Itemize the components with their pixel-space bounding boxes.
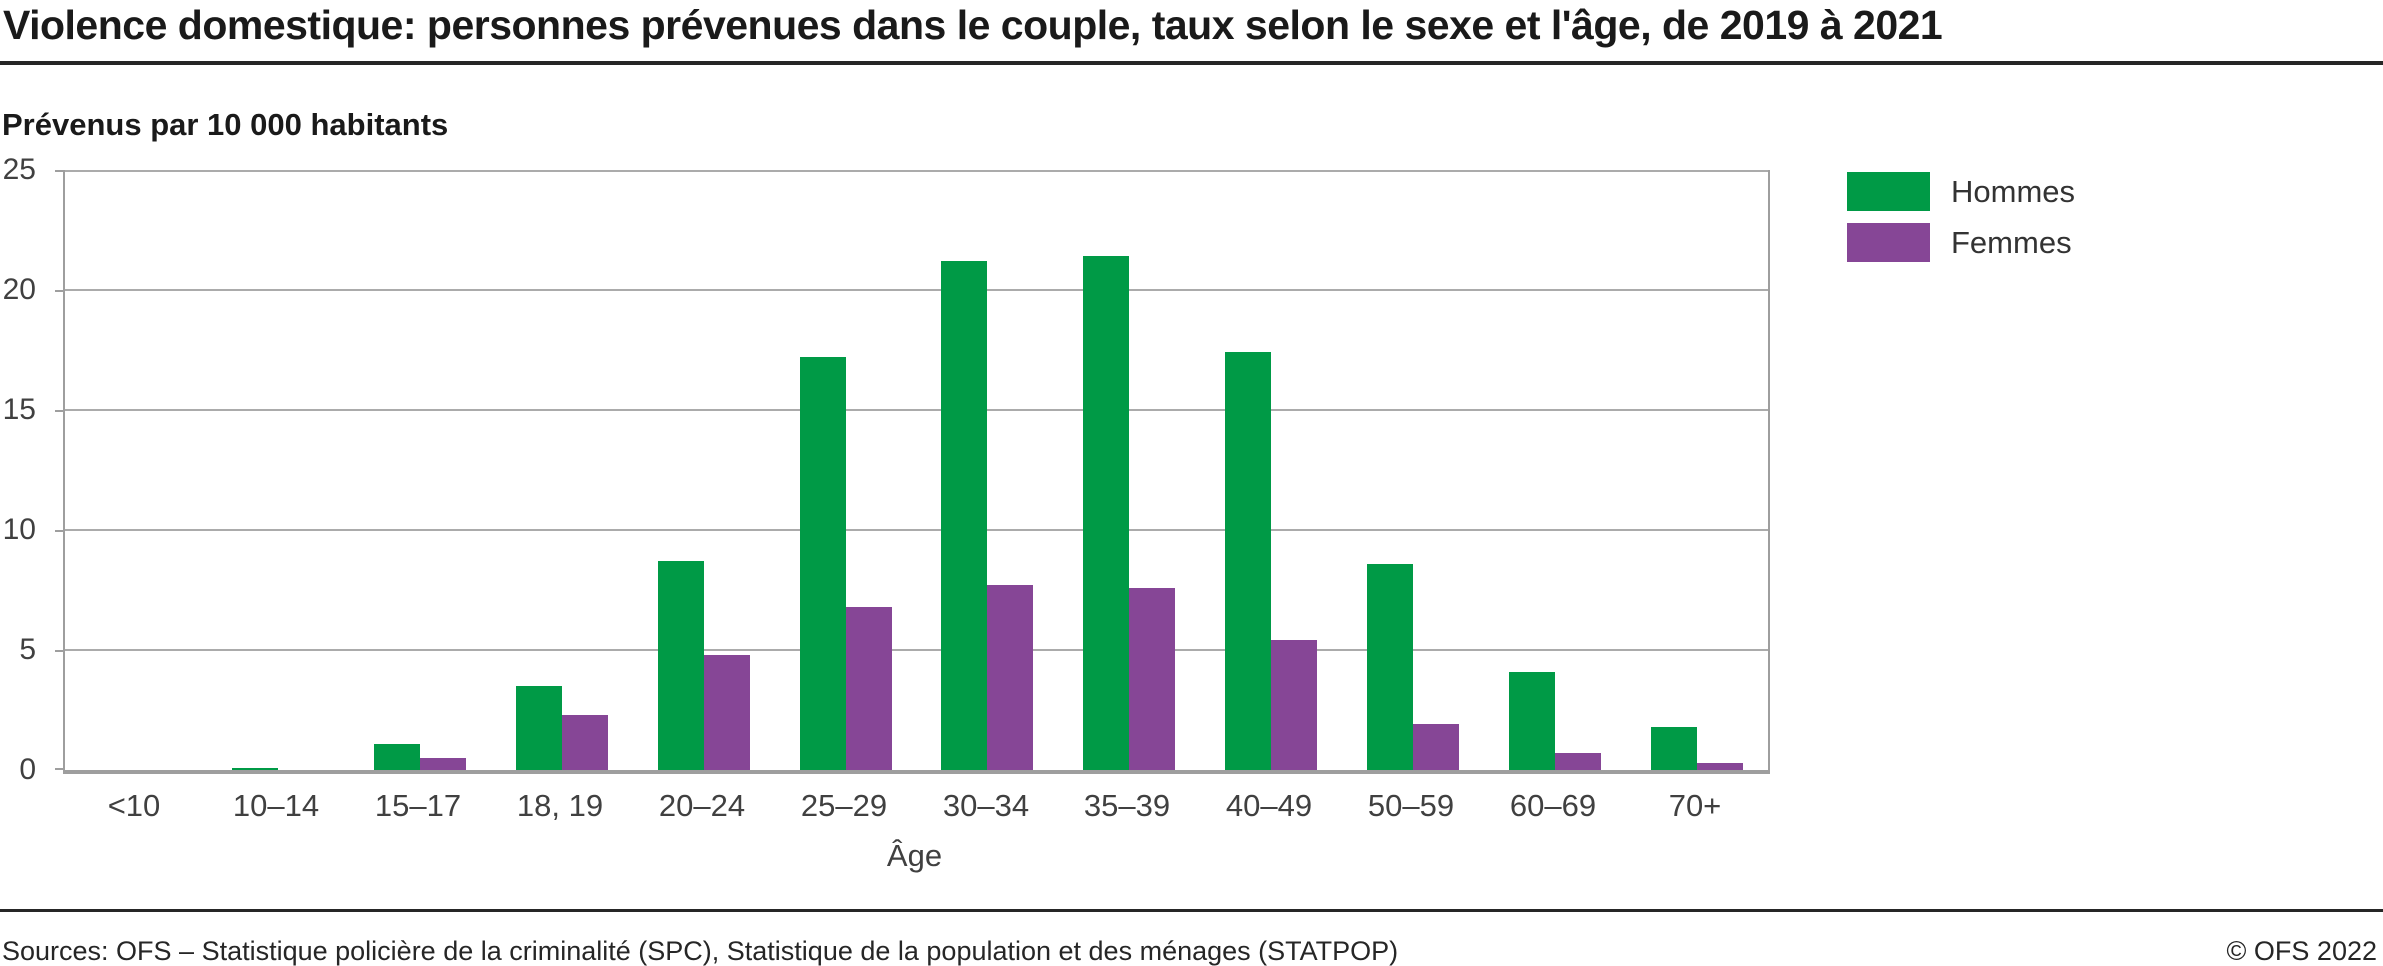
x-tick-label-6: 30–34 bbox=[942, 788, 1030, 823]
y-tick-mark-5 bbox=[55, 650, 65, 652]
y-tick-label-5: 5 bbox=[19, 633, 36, 666]
bar-hommes-4 bbox=[658, 561, 704, 770]
bar-hommes-9 bbox=[1367, 564, 1413, 770]
y-axis-unit-label: Prévenus par 10 000 habitants bbox=[2, 107, 449, 142]
x-axis-title: Âge bbox=[886, 838, 943, 873]
x-tick-label-0: <10 bbox=[107, 788, 161, 823]
bar-femmes-4 bbox=[704, 655, 750, 770]
y-tick-mark-0 bbox=[55, 768, 65, 770]
x-tick-label-5: 25–29 bbox=[800, 788, 888, 823]
femmes-color-swatch bbox=[1847, 223, 1930, 262]
bar-femmes-8 bbox=[1271, 640, 1317, 770]
legend-label-femmes: Femmes bbox=[1951, 225, 2072, 260]
footer-copyright: © OFS 2022 bbox=[2226, 936, 2377, 966]
bar-femmes-10 bbox=[1555, 753, 1601, 770]
bar-hommes-7 bbox=[1083, 256, 1129, 770]
y-tick-mark-10 bbox=[55, 530, 65, 532]
bar-hommes-5 bbox=[800, 357, 846, 770]
bar-femmes-5 bbox=[846, 607, 892, 770]
x-tick-label-7: 35–39 bbox=[1083, 788, 1171, 823]
x-tick-label-4: 20–24 bbox=[658, 788, 746, 823]
x-tick-label-10: 60–69 bbox=[1509, 788, 1597, 823]
x-tick-label-9: 50–59 bbox=[1367, 788, 1455, 823]
bar-chart-plot bbox=[55, 170, 1770, 774]
x-axis-tick-labels: <10 10–14 15–17 18, 19 20–24 25–29 30–34 35–39 4… bbox=[63, 788, 1766, 824]
bar-hommes-10 bbox=[1509, 672, 1555, 770]
gridline-25 bbox=[65, 170, 1768, 172]
bar-hommes-8 bbox=[1225, 352, 1271, 770]
y-tick-label-10: 10 bbox=[2, 513, 36, 546]
bar-femmes-6 bbox=[987, 585, 1033, 770]
y-tick-mark-15 bbox=[55, 410, 65, 412]
chart-legend: Hommes Femmes bbox=[1847, 172, 2075, 274]
legend-item-hommes: Hommes bbox=[1847, 172, 2075, 211]
bar-hommes-2 bbox=[374, 744, 420, 770]
footer-sources: Sources: OFS – Statistique policière de … bbox=[2, 936, 1399, 966]
legend-item-femmes: Femmes bbox=[1847, 223, 2075, 262]
bar-femmes-7 bbox=[1129, 588, 1175, 770]
gridline-15 bbox=[65, 409, 1768, 411]
y-axis-tick-labels: 0 5 10 15 20 25 bbox=[0, 155, 36, 785]
hommes-color-swatch bbox=[1847, 172, 1930, 211]
bar-hommes-6 bbox=[941, 261, 987, 770]
gridline-10 bbox=[65, 529, 1768, 531]
bar-femmes-9 bbox=[1413, 724, 1459, 770]
y-tick-label-20: 20 bbox=[2, 273, 36, 306]
y-tick-label-15: 15 bbox=[2, 393, 36, 426]
y-tick-label-0: 0 bbox=[19, 753, 36, 786]
legend-label-hommes: Hommes bbox=[1951, 174, 2076, 209]
x-tick-label-11: 70+ bbox=[1668, 788, 1722, 823]
bar-hommes-11 bbox=[1651, 727, 1697, 770]
y-tick-mark-20 bbox=[55, 290, 65, 292]
gridline-20 bbox=[65, 289, 1768, 291]
x-tick-label-2: 15–17 bbox=[374, 788, 462, 823]
bar-hommes-1 bbox=[232, 768, 278, 770]
bar-femmes-2 bbox=[420, 758, 466, 770]
footer-divider bbox=[0, 909, 2383, 912]
bar-femmes-11 bbox=[1697, 763, 1743, 770]
bar-hommes-3 bbox=[516, 686, 562, 770]
x-tick-label-8: 40–49 bbox=[1225, 788, 1313, 823]
y-tick-label-25: 25 bbox=[2, 153, 36, 186]
gridline-5 bbox=[65, 649, 1768, 651]
bar-femmes-3 bbox=[562, 715, 608, 770]
x-tick-label-3: 18, 19 bbox=[516, 788, 604, 823]
title-divider bbox=[0, 61, 2383, 65]
x-tick-label-1: 10–14 bbox=[232, 788, 320, 823]
y-tick-mark-25 bbox=[55, 170, 65, 172]
page-title: Violence domestique: personnes prévenues… bbox=[3, 2, 1943, 48]
